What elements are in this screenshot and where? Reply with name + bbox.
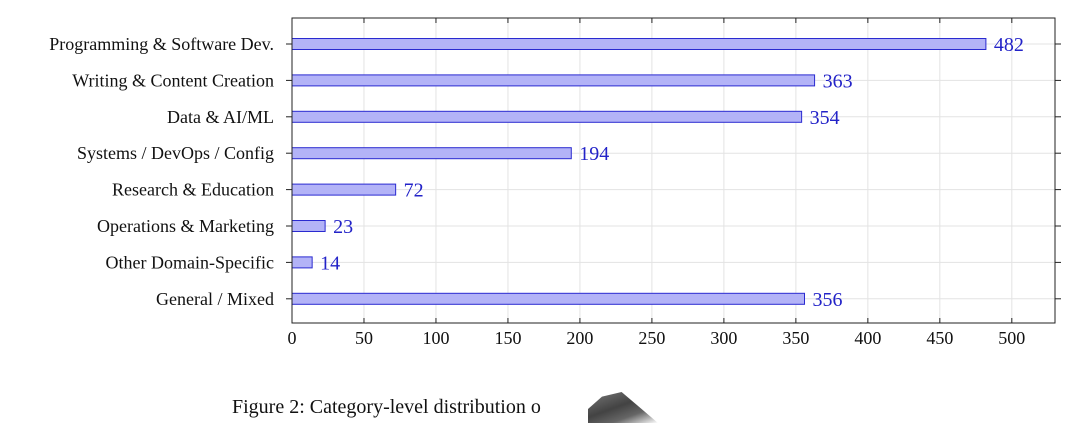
data-label: 354	[810, 107, 840, 129]
x-tick-label: 100	[422, 328, 449, 348]
category-label: Programming & Software Dev.	[49, 34, 274, 54]
data-label: 482	[994, 34, 1024, 56]
figure-caption: Figure 2: Category-level distribution o	[232, 396, 541, 418]
bar	[291, 147, 572, 160]
data-label: 72	[404, 180, 424, 202]
category-label: Other Domain-Specific	[106, 252, 274, 272]
bar	[291, 292, 806, 305]
data-label: 363	[823, 70, 853, 92]
category-label: Systems / DevOps / Config	[77, 143, 274, 163]
value-labels: 482 363 354 194 72 23 14 356	[320, 34, 1024, 311]
bar-chart: Programming & Software Dev. Writing & Con…	[49, 17, 1061, 348]
data-label: 194	[579, 143, 609, 165]
bar	[291, 256, 313, 269]
bar	[291, 74, 816, 87]
bars	[291, 38, 987, 305]
x-tick-label: 200	[566, 328, 593, 348]
category-label: Data & AI/ML	[167, 107, 274, 127]
plot-frame	[291, 17, 1056, 324]
x-tick-label: 150	[494, 328, 521, 348]
x-tick-label: 350	[782, 328, 809, 348]
x-tick-label: 300	[710, 328, 737, 348]
grid-lines	[291, 18, 1055, 323]
category-labels: Programming & Software Dev. Writing & Con…	[49, 34, 274, 309]
x-tick-label: 250	[638, 328, 665, 348]
redaction-smudge	[588, 392, 658, 423]
bar	[291, 220, 326, 232]
category-label: Operations & Marketing	[97, 216, 274, 236]
data-label: 356	[813, 289, 843, 311]
x-tick-label: 400	[854, 328, 881, 348]
category-label: Writing & Content Creation	[72, 70, 274, 90]
x-tick-label: 0	[288, 328, 297, 348]
x-tick-label: 450	[926, 328, 953, 348]
axis-ticks	[286, 18, 1061, 323]
data-label: 14	[320, 252, 340, 274]
bar	[291, 110, 803, 123]
x-tick-label: 500	[998, 328, 1025, 348]
category-label: Research & Education	[112, 180, 274, 200]
x-tick-labels: 0 50 100 150 200 250 300 350 400 450 500	[288, 328, 1026, 348]
x-tick-label: 50	[355, 328, 373, 348]
data-label: 23	[333, 216, 353, 238]
bar	[291, 183, 397, 196]
category-label: General / Mixed	[156, 289, 274, 309]
bar	[291, 38, 987, 50]
